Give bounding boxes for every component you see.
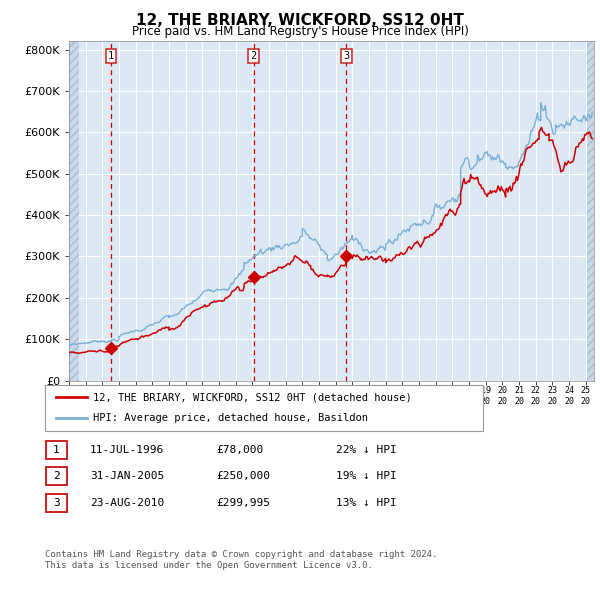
Text: 23-AUG-2010: 23-AUG-2010	[90, 498, 164, 507]
Text: 1: 1	[53, 445, 60, 454]
Text: HPI: Average price, detached house, Basildon: HPI: Average price, detached house, Basi…	[93, 413, 368, 423]
Bar	[587, 41, 595, 381]
Text: 2: 2	[251, 51, 257, 61]
Text: 1: 1	[108, 51, 114, 61]
Text: £250,000: £250,000	[216, 471, 270, 481]
Text: 3: 3	[53, 498, 60, 507]
Text: 3: 3	[343, 51, 349, 61]
Text: 22% ↓ HPI: 22% ↓ HPI	[336, 445, 397, 454]
Text: 13% ↓ HPI: 13% ↓ HPI	[336, 498, 397, 507]
Bar	[69, 41, 79, 381]
Text: £299,995: £299,995	[216, 498, 270, 507]
Text: 31-JAN-2005: 31-JAN-2005	[90, 471, 164, 481]
Text: 11-JUL-1996: 11-JUL-1996	[90, 445, 164, 454]
Text: Price paid vs. HM Land Registry's House Price Index (HPI): Price paid vs. HM Land Registry's House …	[131, 25, 469, 38]
Text: 2: 2	[53, 471, 60, 481]
FancyBboxPatch shape	[46, 441, 67, 458]
Text: £78,000: £78,000	[216, 445, 263, 454]
Text: 12, THE BRIARY, WICKFORD, SS12 0HT: 12, THE BRIARY, WICKFORD, SS12 0HT	[136, 13, 464, 28]
Text: 19% ↓ HPI: 19% ↓ HPI	[336, 471, 397, 481]
Text: 12, THE BRIARY, WICKFORD, SS12 0HT (detached house): 12, THE BRIARY, WICKFORD, SS12 0HT (deta…	[93, 392, 412, 402]
Text: Contains HM Land Registry data © Crown copyright and database right 2024.: Contains HM Land Registry data © Crown c…	[45, 550, 437, 559]
FancyBboxPatch shape	[46, 467, 67, 485]
FancyBboxPatch shape	[46, 494, 67, 512]
Text: This data is licensed under the Open Government Licence v3.0.: This data is licensed under the Open Gov…	[45, 561, 373, 570]
FancyBboxPatch shape	[45, 385, 483, 431]
